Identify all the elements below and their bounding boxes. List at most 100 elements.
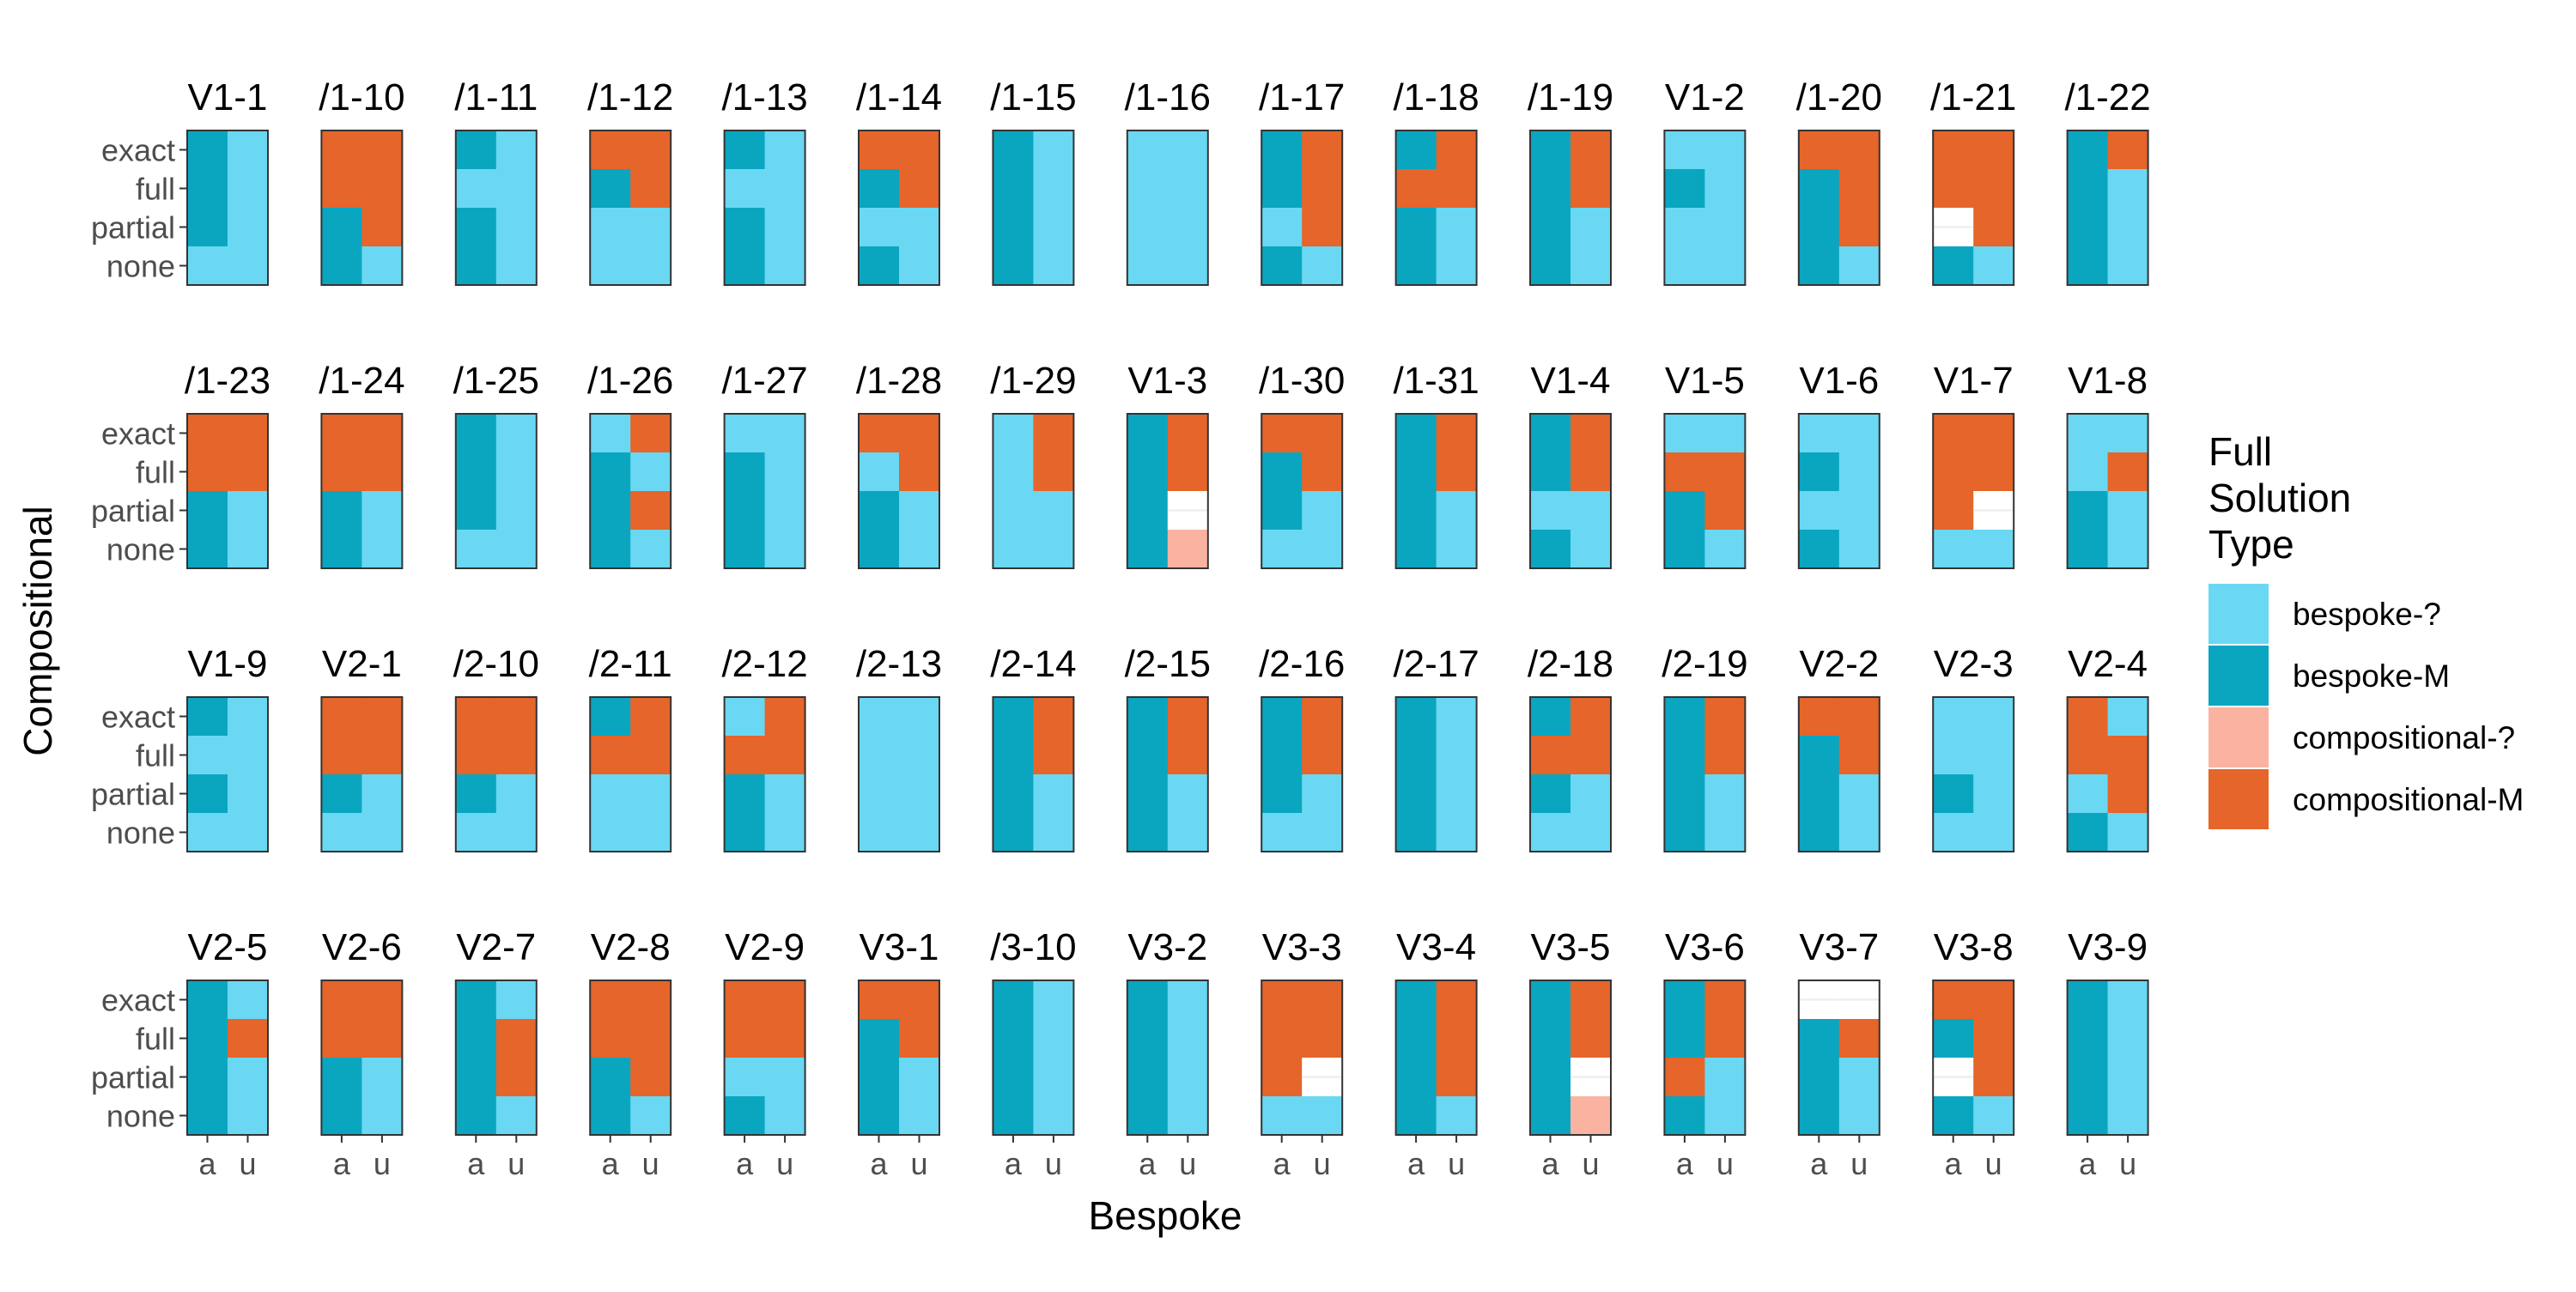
heatmap-cell xyxy=(1664,813,1705,852)
heatmap-cell xyxy=(2107,491,2149,531)
legend-title-line: Full xyxy=(2208,429,2272,474)
facet-label: V3-8 xyxy=(1934,926,2014,968)
facet-label: /2-18 xyxy=(1528,643,1613,685)
heatmap-cell xyxy=(495,1019,538,1058)
facet-label: /1-24 xyxy=(319,360,404,402)
facet-border xyxy=(1126,980,1209,1136)
facet-panel: V3-4 a u xyxy=(1394,926,1478,1181)
heatmap-cell xyxy=(1664,452,1705,492)
heatmap-cell xyxy=(1302,697,1343,737)
facet-label: V3-1 xyxy=(860,926,939,968)
facet-label: /2-16 xyxy=(1259,643,1345,685)
x-tick-label: a xyxy=(1945,1146,1963,1181)
heatmap-cell xyxy=(1530,130,1571,170)
heatmap-cell xyxy=(1664,1058,1705,1097)
facet-label: /1-11 xyxy=(454,76,538,118)
heatmap-cell xyxy=(2107,1096,2149,1136)
heatmap-cell xyxy=(1261,452,1303,492)
heatmap-cell xyxy=(2107,452,2149,492)
facet-panel: V3-3 a u xyxy=(1261,926,1344,1181)
heatmap-cell xyxy=(361,491,403,531)
facet-border xyxy=(1932,696,2015,852)
heatmap-cell xyxy=(1395,208,1437,247)
heatmap-cell xyxy=(2107,246,2149,286)
heatmap-cell xyxy=(1033,1096,1074,1136)
heatmap-cell xyxy=(1838,1058,1880,1097)
heatmap-cell xyxy=(1838,697,1880,737)
facet-panel: V1-7 xyxy=(1932,360,2015,569)
facet-panel: /2-10 xyxy=(453,643,539,852)
facet-border xyxy=(1529,130,1612,286)
heatmap-cell xyxy=(1933,130,1974,170)
heatmap-cell xyxy=(2067,491,2109,531)
heatmap-cell xyxy=(859,491,900,531)
heatmap-cell xyxy=(228,697,269,737)
heatmap-cell xyxy=(724,169,766,209)
facet-border xyxy=(1932,130,2015,286)
heatmap-cell xyxy=(1167,813,1209,852)
facet-border xyxy=(1261,130,1344,286)
heatmap-cell xyxy=(1033,130,1074,170)
heatmap-cell xyxy=(2067,130,2109,170)
heatmap-cell xyxy=(1838,1019,1880,1058)
heatmap-cell xyxy=(1302,452,1343,492)
heatmap-cell xyxy=(187,414,228,453)
heatmap-cell xyxy=(1973,208,2014,247)
facet-panel: /1-10 xyxy=(319,76,405,286)
heatmap-cell xyxy=(724,1058,766,1097)
heatmap-cell xyxy=(1127,130,1169,170)
heatmap-cell xyxy=(495,208,538,247)
heatmap-cell xyxy=(455,1096,497,1136)
facet-label: V2-5 xyxy=(188,926,268,968)
heatmap-cell xyxy=(1261,774,1303,814)
facet-panel: /2-11 xyxy=(589,643,672,852)
heatmap-cell xyxy=(2107,208,2149,247)
heatmap-cell xyxy=(321,169,362,209)
facet-label: V3-2 xyxy=(1127,926,1207,968)
heatmap-cell xyxy=(321,697,362,737)
heatmap-cell xyxy=(1973,169,2014,209)
heatmap-cell xyxy=(2107,774,2149,814)
heatmap-cell xyxy=(1798,697,1840,737)
heatmap-cell xyxy=(1033,980,1074,1020)
heatmap-cell xyxy=(724,530,766,569)
heatmap-cell xyxy=(1571,736,1612,775)
heatmap-cell xyxy=(187,1019,228,1058)
facet-border xyxy=(1261,413,1344,569)
heatmap-cell xyxy=(1302,491,1343,531)
y-tick-label: partial xyxy=(91,210,175,246)
x-tick-label: u xyxy=(776,1146,793,1181)
heatmap-cell xyxy=(1704,1058,1746,1097)
heatmap-cell xyxy=(1436,491,1478,531)
y-tick-label: partial xyxy=(91,1060,175,1095)
facet-border xyxy=(186,413,269,569)
heatmap-cell xyxy=(1798,246,1840,286)
facet-label: V2-6 xyxy=(322,926,402,968)
heatmap-cell xyxy=(1664,169,1705,209)
heatmap-cell xyxy=(764,414,806,453)
heatmap-cell xyxy=(455,130,497,170)
heatmap-cell xyxy=(1436,980,1478,1020)
heatmap-cell xyxy=(321,1096,362,1136)
heatmap-cell xyxy=(590,1019,631,1058)
y-tick-label: exact xyxy=(101,416,175,452)
heatmap-cell xyxy=(2067,813,2109,852)
heatmap-cell xyxy=(1436,1058,1478,1097)
heatmap-cell xyxy=(361,980,403,1020)
heatmap-cell xyxy=(1571,130,1612,170)
heatmap-cell xyxy=(1933,452,1974,492)
heatmap-cell xyxy=(1933,980,1974,1020)
x-tick-label: a xyxy=(1676,1146,1694,1181)
heatmap-cell xyxy=(1127,1019,1169,1058)
heatmap-cell xyxy=(630,813,671,852)
facet-panel: /1-18 xyxy=(1393,76,1479,286)
heatmap-cell xyxy=(1664,246,1705,286)
heatmap-cell xyxy=(1395,1019,1437,1058)
heatmap-cell xyxy=(2067,697,2109,737)
facet-border xyxy=(1394,130,1478,286)
facet-border xyxy=(1394,696,1478,852)
heatmap-cell xyxy=(1395,452,1437,492)
heatmap-cell xyxy=(1571,774,1612,814)
heatmap-cell xyxy=(455,774,497,814)
